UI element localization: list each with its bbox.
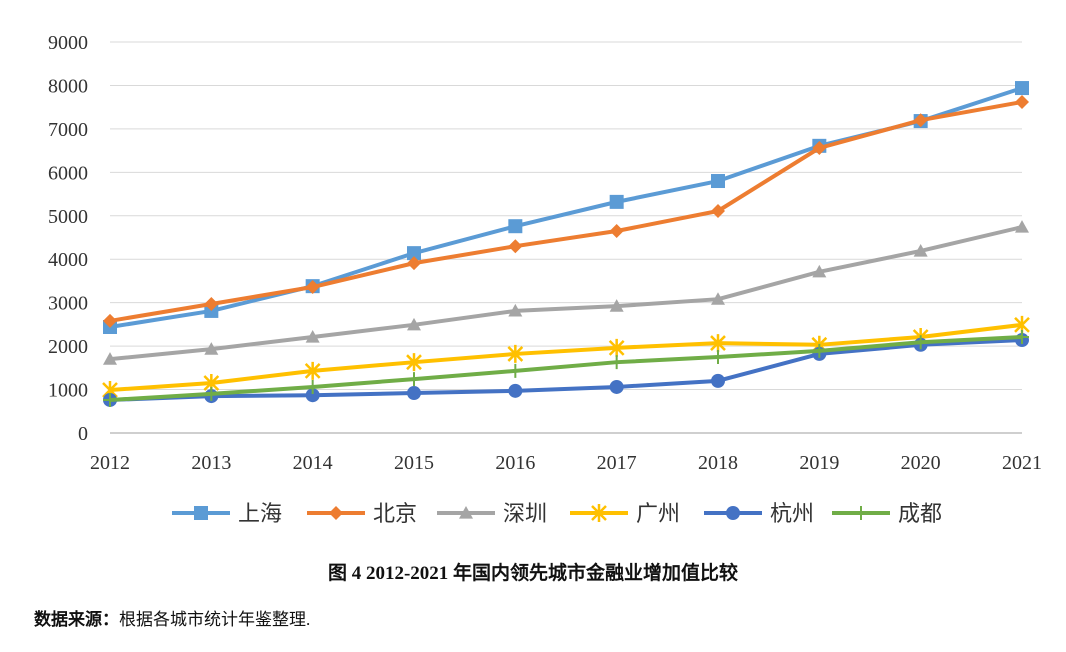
series-line: [109, 225, 1023, 362]
y-tick-label: 5000: [48, 206, 88, 228]
x-tick-label: 2014: [293, 452, 333, 474]
y-tick-label: 2000: [48, 336, 88, 358]
data-point: [304, 361, 321, 380]
legend-marker: [854, 506, 868, 520]
series-3: [102, 315, 1030, 399]
data-point: [508, 219, 523, 234]
data-point: [609, 223, 624, 238]
series-line: [109, 338, 1023, 402]
data-point: [407, 317, 421, 331]
x-tick-label: 2020: [901, 452, 941, 474]
data-point: [711, 203, 725, 218]
data-point: [407, 246, 421, 261]
y-tick-label: 1000: [48, 380, 88, 402]
data-point: [609, 194, 624, 209]
legend-marker: [329, 506, 343, 520]
legend-marker: [591, 504, 607, 522]
y-tick-label: 4000: [48, 249, 88, 271]
legend-label: 北京: [373, 502, 417, 527]
source-label: 数据来源：: [34, 610, 119, 629]
data-point: [508, 383, 523, 398]
x-tick-label: 2018: [698, 452, 738, 474]
series-5: [103, 329, 1029, 407]
series-0: [103, 81, 1029, 334]
figure-caption: 图 4 2012-2021 年国内领先城市金融业增加值比较: [327, 563, 739, 584]
data-point: [711, 174, 725, 189]
x-tick-label: 2019: [799, 452, 839, 474]
y-tick-label: 3000: [48, 293, 88, 315]
data-point: [508, 239, 523, 254]
x-tick-label: 2015: [394, 452, 434, 474]
source-text: 根据各城市统计年鉴整理.: [119, 610, 311, 629]
y-tick-label: 7000: [48, 119, 88, 141]
data-point: [913, 243, 928, 257]
series-line: [109, 334, 1023, 402]
legend-label: 成都: [898, 502, 942, 527]
data-point: [812, 343, 827, 358]
data-point: [508, 303, 523, 317]
legend-label: 上海: [238, 502, 282, 527]
data-point: [710, 334, 726, 353]
data-point: [812, 141, 827, 156]
y-tick-label: 9000: [48, 32, 88, 54]
series-line: [109, 322, 1023, 392]
data-point: [103, 392, 117, 407]
data-point: [407, 256, 421, 271]
legend-label: 深圳: [503, 502, 547, 527]
legend-item: 北京: [307, 502, 417, 527]
data-point: [913, 335, 928, 350]
data-point: [608, 338, 625, 357]
data-point: [305, 280, 320, 295]
data-point: [1015, 329, 1029, 344]
x-tick-label: 2021: [1002, 452, 1042, 474]
data-point: [609, 299, 624, 312]
data-point: [204, 386, 219, 401]
series-2: [103, 220, 1029, 365]
data-point: [305, 379, 320, 394]
data-point: [406, 353, 422, 372]
data-point: [1015, 220, 1029, 233]
data-point: [609, 379, 624, 394]
data-point: [711, 349, 725, 364]
legend-item: 成都: [832, 502, 942, 527]
legend-marker: [194, 506, 208, 520]
data-point: [204, 342, 219, 355]
data-point: [508, 363, 523, 378]
series-line: [109, 99, 1023, 323]
data-point: [407, 386, 421, 401]
data-point: [1015, 81, 1029, 96]
data-source-note: 数据来源：根据各城市统计年鉴整理.: [34, 605, 310, 630]
x-tick-label: 2012: [90, 452, 130, 474]
data-point: [305, 329, 320, 343]
data-point: [711, 373, 725, 388]
legend-label: 杭州: [770, 502, 814, 527]
legend-item: 广州: [570, 502, 680, 527]
x-tick-label: 2013: [191, 452, 231, 474]
data-point: [305, 388, 320, 403]
data-point: [812, 264, 827, 278]
data-point: [711, 292, 725, 305]
data-point: [507, 344, 524, 363]
x-tick-label: 2016: [495, 452, 535, 474]
data-point: [609, 355, 624, 370]
data-point: [103, 313, 117, 328]
legend-item: 深圳: [437, 502, 547, 527]
y-tick-label: 8000: [48, 75, 88, 97]
legend-label: 广州: [636, 502, 680, 527]
series-1: [103, 94, 1029, 328]
legend-marker: [459, 506, 473, 519]
legend-marker: [726, 506, 740, 520]
data-point: [407, 372, 421, 387]
data-point: [913, 113, 928, 128]
y-tick-label: 6000: [48, 162, 88, 184]
x-tick-label: 2017: [597, 452, 637, 474]
legend-item: 杭州: [704, 502, 814, 527]
series-line: [109, 86, 1023, 329]
line-chart: 0 1000 2000 3000 4000 5000 6000 7000 8000 9000 201…: [48, 32, 1042, 527]
data-point: [1015, 94, 1029, 109]
legend-item: 上海: [172, 502, 282, 527]
data-point: [204, 296, 219, 311]
data-point: [103, 352, 117, 365]
y-tick-label: 0: [78, 423, 88, 445]
